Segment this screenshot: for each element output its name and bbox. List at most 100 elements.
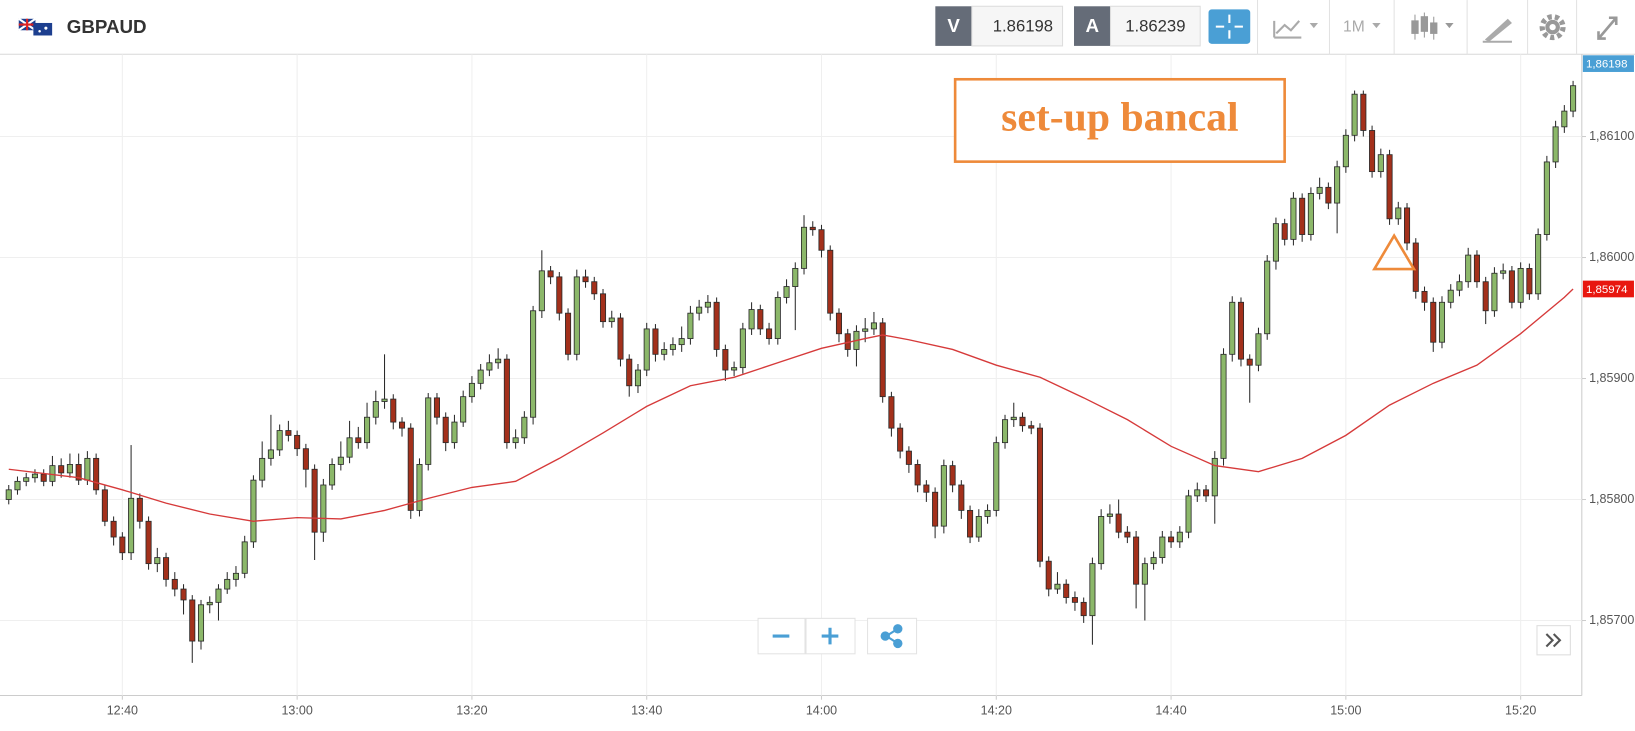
candle-body	[23, 477, 30, 482]
timeframe-caret[interactable]	[1372, 22, 1381, 29]
price-marker-label: 1,86198	[1586, 59, 1627, 71]
candle-body	[294, 434, 301, 450]
candle-body	[582, 276, 589, 283]
candle-body	[49, 465, 56, 482]
fullscreen-button[interactable]	[1597, 16, 1618, 40]
candle-body	[1369, 130, 1376, 173]
moving-average	[8, 288, 1574, 522]
bid-price[interactable]: 1.86198	[993, 17, 1053, 36]
indicators-button[interactable]	[1273, 20, 1319, 39]
candle-body	[1508, 270, 1515, 303]
candle-body	[827, 249, 834, 314]
candle-body	[1019, 416, 1026, 427]
ask-price[interactable]: 1.86239	[1125, 17, 1185, 36]
candle-body	[1036, 427, 1044, 562]
ask-box[interactable]	[1109, 5, 1201, 47]
price-marker	[1582, 55, 1634, 72]
candle-body	[573, 276, 580, 355]
candle-body	[1500, 270, 1507, 274]
candle-body	[1220, 353, 1227, 459]
price-marker-label: 1,85974	[1586, 284, 1628, 296]
chart-type-button[interactable]	[1411, 12, 1454, 40]
candle-body	[1447, 289, 1454, 303]
candle-body	[1150, 557, 1157, 565]
candle-body	[416, 464, 423, 511]
bid-label[interactable]: V	[947, 15, 960, 36]
draw-button[interactable]	[1482, 18, 1512, 43]
candle-body	[722, 349, 729, 371]
candle-body	[495, 358, 502, 364]
candle-body	[346, 437, 353, 458]
candle-body	[1351, 93, 1358, 136]
candle-body	[1124, 531, 1131, 538]
x-tick-label: 13:20	[456, 703, 487, 717]
candle-body	[433, 397, 440, 418]
x-tick-label: 14:40	[1155, 703, 1186, 717]
ask-label[interactable]: A	[1085, 15, 1099, 36]
candle-body	[565, 312, 572, 355]
candle-body	[267, 449, 274, 459]
annotation-text: set-up bancal	[1001, 95, 1238, 141]
candle-body	[1080, 601, 1087, 617]
candle-body	[1133, 536, 1140, 585]
bid-badge[interactable]	[935, 6, 972, 46]
candle-body	[381, 398, 388, 402]
candle-body	[215, 588, 222, 603]
candle-body	[1264, 260, 1271, 335]
symbol[interactable]: GBPAUD	[67, 16, 147, 37]
candle-body	[31, 473, 38, 479]
ask-badge[interactable]	[1074, 6, 1111, 46]
candle-body	[285, 430, 292, 436]
candle-body	[967, 509, 974, 538]
zoom-controls	[757, 617, 1571, 656]
candle-body	[1089, 563, 1096, 617]
candle-body	[197, 604, 205, 642]
candle-body	[932, 491, 939, 527]
candle-body	[477, 369, 484, 384]
candle-body	[678, 338, 685, 346]
candle-body	[145, 520, 152, 565]
candle-body	[180, 588, 187, 601]
settings-button[interactable]	[1539, 14, 1566, 41]
bid-box[interactable]	[971, 5, 1064, 47]
candle-body	[661, 349, 668, 355]
candle-body	[1325, 186, 1332, 204]
candle-body	[914, 464, 921, 486]
candle-body	[704, 301, 711, 308]
candle-body	[1456, 281, 1463, 291]
candle-body	[1281, 223, 1288, 240]
candle-body	[626, 358, 633, 387]
candle-body	[425, 397, 432, 465]
crosshair-button[interactable]	[1208, 9, 1251, 44]
candle-body	[407, 427, 414, 511]
candle-body	[355, 437, 362, 444]
candle-body	[1176, 531, 1183, 543]
candle-body	[1203, 489, 1210, 497]
candle-body	[1543, 161, 1550, 235]
candle-body	[1517, 267, 1524, 303]
candle-body	[879, 322, 886, 398]
candle-body	[809, 226, 816, 231]
candle-body	[224, 578, 231, 590]
candle-body	[1168, 536, 1175, 543]
candle-body	[530, 310, 537, 418]
candle-body	[652, 328, 659, 355]
candle-body	[984, 509, 991, 517]
y-tick-label: 1,86000	[1589, 250, 1634, 264]
candle-body	[1386, 154, 1393, 220]
candle-body	[1421, 290, 1428, 303]
candle-body	[1342, 134, 1349, 168]
candle-body	[337, 456, 344, 465]
candle-body	[923, 484, 930, 493]
candle-body	[617, 317, 624, 360]
timeframe[interactable]: 1M	[1343, 18, 1365, 35]
candle-body	[687, 312, 694, 340]
separators	[1257, 0, 1578, 55]
candle-body	[66, 464, 73, 474]
candle-body	[958, 484, 965, 511]
candle-body	[1141, 563, 1148, 585]
candle-body	[1404, 207, 1411, 244]
candle-body	[783, 286, 790, 298]
candle-body	[1071, 597, 1078, 603]
share-button[interactable]	[867, 617, 918, 655]
